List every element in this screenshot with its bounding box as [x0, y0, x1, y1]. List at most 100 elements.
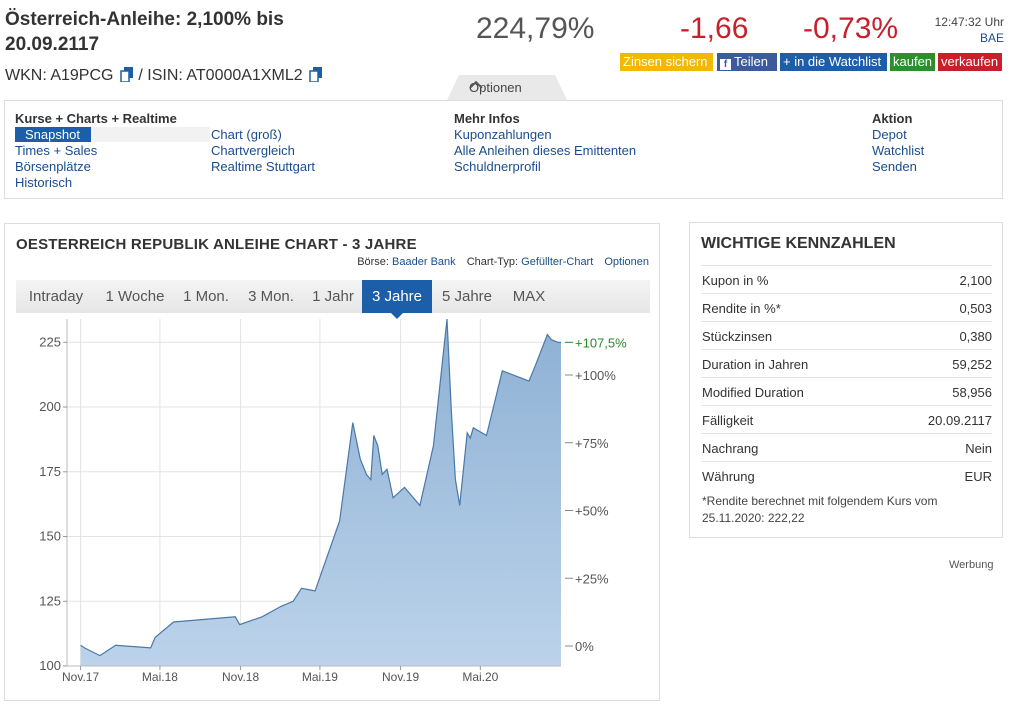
- tab-5-jahre[interactable]: 5 Jahre: [441, 288, 493, 305]
- options-text: Optionen: [469, 80, 522, 95]
- change-percent: -0,73%: [803, 12, 899, 45]
- menu-item-chartvergleich[interactable]: Chartvergleich: [211, 143, 295, 158]
- x-tick-label: Nov.18: [222, 670, 259, 684]
- x-tick-label: Nov.19: [382, 670, 419, 684]
- y-tick-label: 100: [39, 658, 61, 673]
- menu-item-senden[interactable]: Senden: [872, 159, 917, 174]
- y-right-tick-label: +25%: [575, 571, 609, 586]
- y-tick-label: 175: [39, 464, 61, 479]
- y-tick-label: 125: [39, 593, 61, 608]
- kennzahl-row: Modified Duration 58,956: [701, 377, 992, 405]
- facebook-icon: f: [720, 59, 731, 70]
- zinsen-sichern-button[interactable]: Zinsen sichern: [620, 53, 713, 71]
- menu-item-emittent-anleihen[interactable]: Alle Anleihen dieses Emittenten: [454, 143, 637, 158]
- last-value-label: +107,5%: [575, 335, 627, 350]
- sell-button[interactable]: verkaufen: [938, 53, 1002, 71]
- kennzahl-value: Nein: [965, 441, 992, 456]
- last-price: 224,79%: [476, 12, 595, 45]
- menu-item-chart-gross[interactable]: Chart (groß): [211, 127, 282, 142]
- chart-title: OESTERREICH REPUBLIK ANLEIHE CHART - 3 J…: [16, 236, 417, 253]
- kennzahl-value: 59,252: [952, 357, 992, 372]
- tab-intraday[interactable]: Intraday: [28, 288, 84, 305]
- y-right-tick-label: +100%: [575, 368, 616, 383]
- options-toggle[interactable]: Optionen: [447, 75, 567, 100]
- tab-3-mon[interactable]: 3 Mon.: [248, 288, 294, 305]
- kennzahl-label: Nachrang: [702, 441, 759, 456]
- chart-meta: Börse: Baader Bank Chart-Typ: Gefüllter-…: [357, 256, 649, 268]
- kennzahl-value: 0,503: [959, 301, 992, 316]
- security-ids: WKN: A19PCG / ISIN: AT0000A1XML2: [5, 67, 323, 85]
- menu-item-times-sales[interactable]: Times + Sales: [15, 143, 98, 158]
- tab-1-mon[interactable]: 1 Mon.: [183, 288, 229, 305]
- tab-3-jahre[interactable]: 3 Jahre: [362, 280, 432, 319]
- kennzahl-label: Währung: [702, 469, 755, 484]
- y-tick-label: 200: [39, 399, 61, 414]
- options-tab-shape: [447, 75, 567, 100]
- kennzahl-row: Stückzinsen 0,380: [701, 321, 992, 349]
- kennzahl-row: Rendite in %* 0,503: [701, 293, 992, 321]
- add-watchlist-button[interactable]: + in die Watchlist: [780, 53, 887, 71]
- kennzahl-value: 20.09.2117: [927, 413, 992, 428]
- y-right-tick-label: +50%: [575, 504, 609, 519]
- exchange-link[interactable]: BAE: [979, 31, 1004, 45]
- kennzahl-value: 58,956: [952, 385, 992, 400]
- navigation-menu: Kurse + Charts + Realtime Snapshot Times…: [4, 100, 1003, 199]
- time-value: 12:47:32 Uhr: [934, 15, 1004, 29]
- kennzahl-row: Kupon in % 2,100: [701, 265, 992, 293]
- options-label: Optionen: [469, 80, 522, 95]
- x-tick-label: Mai.19: [302, 670, 338, 684]
- kennzahlen-title: WICHTIGE KENNZAHLEN: [701, 235, 896, 252]
- tab-max[interactable]: MAX: [512, 288, 546, 305]
- timeframe-tabs: Intraday 1 Woche 1 Mon. 3 Mon. 1 Jahr 3 …: [16, 280, 650, 319]
- price-line: [80, 319, 561, 657]
- quote-time: 12:47:32 Uhr BAE: [935, 14, 1004, 46]
- chevron-up-icon: [469, 80, 483, 89]
- kennzahl-label: Rendite in %*: [702, 301, 781, 316]
- tab-1-woche[interactable]: 1 Woche: [105, 288, 165, 305]
- menu-item-kuponzahlungen[interactable]: Kuponzahlungen: [454, 127, 552, 142]
- price-area: [80, 319, 561, 666]
- menu-item-depot[interactable]: Depot: [872, 127, 907, 142]
- chart-panel: OESTERREICH REPUBLIK ANLEIHE CHART - 3 J…: [4, 223, 660, 701]
- copy-icon[interactable]: [120, 67, 134, 82]
- buy-button[interactable]: kaufen: [890, 53, 935, 71]
- chart-type-label: Chart-Typ:: [466, 256, 519, 268]
- kennzahlen-panel: WICHTIGE KENNZAHLEN Kupon in % 2,100 Rendi…: [689, 222, 1003, 538]
- kennzahl-row: Fälligkeit 20.09.2117: [701, 405, 992, 433]
- share-button[interactable]: f Teilen: [717, 53, 777, 71]
- menu-heading-mehr-infos: Mehr Infos: [454, 111, 520, 126]
- kennzahl-row: Währung EUR: [701, 461, 992, 489]
- y-right-tick-label: 0%: [575, 639, 594, 654]
- tab-1-jahr[interactable]: 1 Jahr: [312, 288, 354, 305]
- boerse-select[interactable]: Baader Bank: [392, 256, 456, 268]
- chart-options-link[interactable]: Optionen: [604, 256, 649, 268]
- kennzahl-row: Duration in Jahren 59,252: [701, 349, 992, 377]
- kennzahl-value: 2,100: [959, 273, 992, 288]
- kennzahl-row: Nachrang Nein: [701, 433, 992, 461]
- page-title: Österreich-Anleihe: 2,100% bis 20.09.211…: [5, 9, 284, 55]
- ad-label: Werbung: [949, 559, 994, 571]
- x-tick-label: Nov.17: [62, 670, 99, 684]
- share-label: Teilen: [734, 54, 768, 69]
- y-tick-label: 150: [39, 529, 61, 544]
- menu-item-historisch[interactable]: Historisch: [15, 175, 73, 190]
- chart-type-select[interactable]: Gefüllter-Chart: [521, 256, 594, 268]
- price-chart[interactable]: 100 125 150 175 200 225 Nov.17 Mai.18 Nov.18 Mai.…: [5, 319, 659, 689]
- kennzahl-value: EUR: [964, 469, 992, 484]
- x-tick-label: Mai.18: [142, 670, 178, 684]
- x-tick-label: Mai.20: [462, 670, 498, 684]
- kennzahl-label: Stückzinsen: [702, 329, 773, 344]
- menu-item-snapshot[interactable]: Snapshot: [15, 127, 91, 142]
- kennzahl-label: Modified Duration: [702, 385, 804, 400]
- isin-label: / ISIN: AT0000A1XML2: [138, 67, 303, 84]
- menu-item-realtime-stuttgart[interactable]: Realtime Stuttgart: [211, 159, 316, 174]
- kennzahl-value: 0,380: [959, 329, 992, 344]
- menu-item-schuldnerprofil[interactable]: Schuldnerprofil: [454, 159, 541, 174]
- menu-heading-kurse: Kurse + Charts + Realtime: [15, 111, 177, 126]
- wkn-label: WKN: A19PCG: [5, 67, 114, 84]
- copy-icon[interactable]: [309, 67, 323, 82]
- y-right-tick-label: +75%: [575, 436, 609, 451]
- kennzahl-label: Fälligkeit: [702, 413, 754, 428]
- menu-item-watchlist[interactable]: Watchlist: [872, 143, 925, 158]
- menu-item-boersenplaetze[interactable]: Börsenplätze: [15, 159, 91, 174]
